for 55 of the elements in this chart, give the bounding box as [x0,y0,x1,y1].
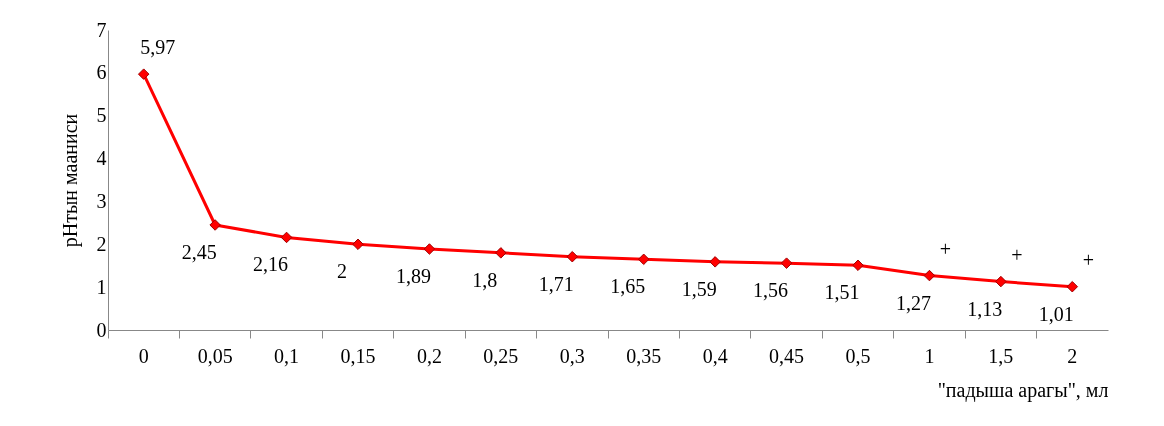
text: 1,65 [610,275,646,298]
x-tick-label: 0,3 [559,344,585,367]
text: 2,45 [181,241,217,263]
x-tick-label: 0,1 [274,344,300,367]
point [1066,280,1079,293]
x-axis-title: "падыша арагы", мл [937,378,1109,402]
y-tick-label: 1 [96,275,107,298]
text: 1,27 [895,291,931,314]
text: 1,89 [395,265,431,287]
text: 1,71 [538,272,574,295]
x-tick-label: 1 [924,344,935,367]
x-tick-label: 2 [1067,344,1078,367]
x-tick-label: 0,5 [845,344,871,367]
y-tick-label: 5 [96,104,107,127]
text: 1,51 [824,281,860,304]
text: 1,13 [967,297,1003,320]
y-axis-title: pHтын мааниси [58,113,82,248]
point [495,247,507,259]
point [709,256,721,268]
y-tick-label: 3 [96,189,107,212]
y-tick-label: 6 [96,61,107,84]
text: 1,56 [753,279,789,302]
text: 2 [337,260,347,283]
point [566,250,579,263]
x-tick-label: 0,25 [483,344,519,367]
point [995,275,1007,288]
text: 1,8 [472,268,498,291]
point [637,253,650,266]
text: 1,59 [681,277,717,300]
x-tick-label: 0 [138,344,149,367]
y-tick-label: 2 [96,232,107,255]
x-tick-label: 0,2 [416,344,442,367]
point [352,238,364,251]
point [209,219,221,231]
point [780,257,793,269]
y-tick-label: 7 [96,18,107,41]
annotation: + [1011,243,1023,266]
annotation: + [939,237,952,260]
x-tick-label: 0,4 [702,344,728,367]
y-tick-label: 4 [96,147,107,170]
x-tick-label: 0,45 [769,344,805,367]
y-tick-label: 0 [96,318,107,341]
point [280,231,293,244]
point [137,68,150,80]
x-tick-label: 0,35 [626,344,662,367]
text: 2,16 [253,253,289,276]
text: 1,01 [1038,302,1074,325]
x-tick-label: 0,05 [197,344,233,367]
point [423,243,436,255]
point [852,259,864,272]
point [923,269,936,282]
x-tick-label: 0,15 [340,344,376,367]
x-tick-label: 1,5 [988,344,1014,367]
annotation: + [1082,248,1094,271]
text: 5,97 [140,36,176,59]
